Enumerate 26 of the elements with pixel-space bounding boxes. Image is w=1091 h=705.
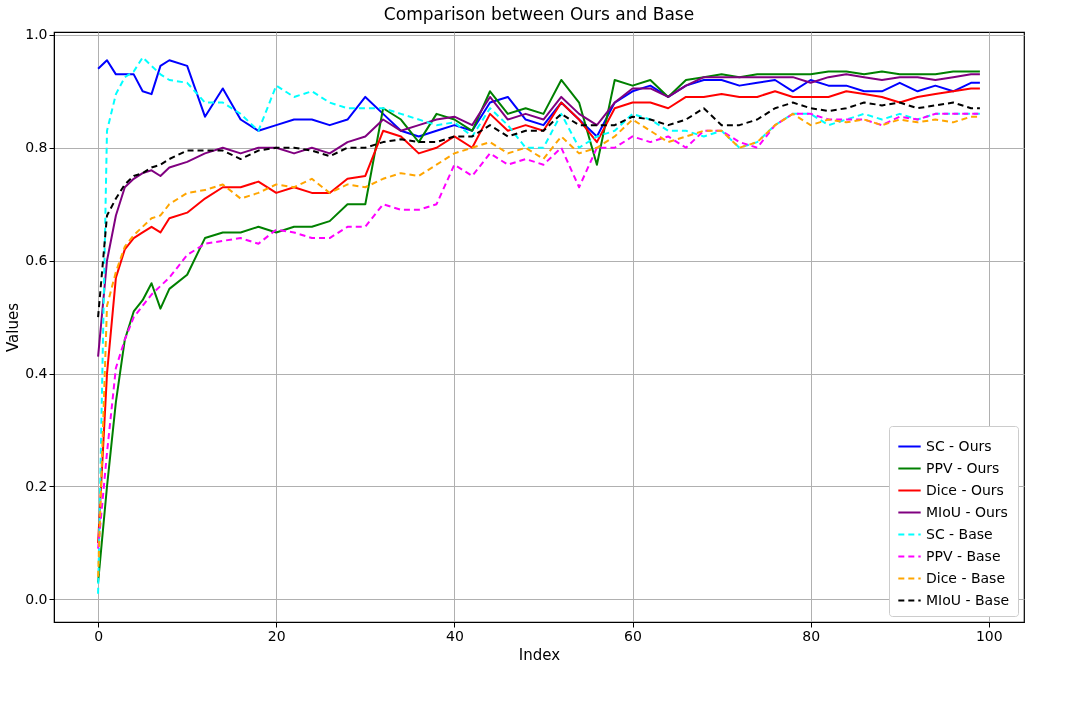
x-tick-label: 20 xyxy=(267,627,286,644)
x-tick-label: 40 xyxy=(445,627,464,644)
line-series xyxy=(97,59,981,138)
y-tick-label: 0.6 xyxy=(25,252,48,269)
legend-label: SC - Base xyxy=(926,525,993,542)
y-tick-label: 0.2 xyxy=(25,478,48,494)
legend-label: MIoU - Base xyxy=(926,591,1010,608)
chart-title: Comparison between Ours and Base xyxy=(383,3,695,24)
legend-label: Dice - Ours xyxy=(926,481,1004,498)
line-series xyxy=(97,101,981,319)
x-tick-label: 60 xyxy=(624,627,642,644)
y-axis-title: Values xyxy=(4,302,23,353)
legend-label: SC - Ours xyxy=(926,437,992,454)
legend-label: PPV - Ours xyxy=(926,459,1000,476)
x-tick-label: 100 xyxy=(975,627,1003,644)
legend-label: MIoU - Ours xyxy=(926,503,1008,520)
legend-label: Dice - Base xyxy=(926,569,1006,586)
line-series xyxy=(97,73,981,358)
x-tick-label: 80 xyxy=(802,627,821,644)
legend-label: PPV - Base xyxy=(926,547,1001,564)
y-tick-label: 0.0 xyxy=(25,590,48,607)
x-tick-label: 0 xyxy=(94,627,104,644)
y-tick-label: 1.0 xyxy=(25,26,48,43)
y-tick-label: 0.8 xyxy=(25,139,48,156)
y-tick-label: 0.4 xyxy=(25,365,48,382)
x-axis-title: Index xyxy=(518,645,561,664)
